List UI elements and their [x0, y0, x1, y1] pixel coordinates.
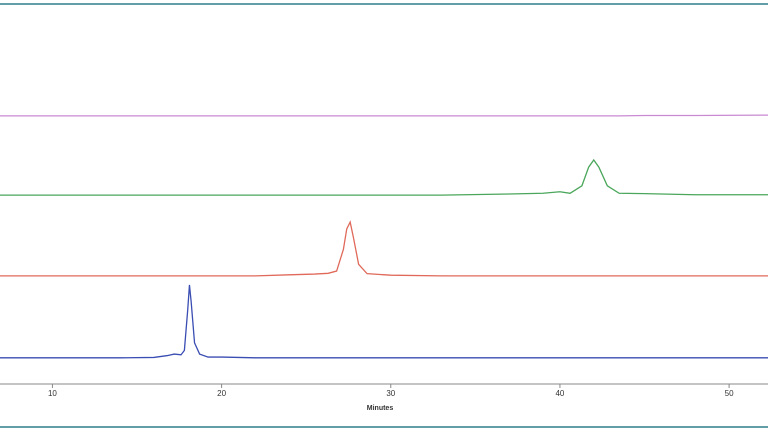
trace-line [0, 158, 768, 196]
x-tick-label: 40 [555, 389, 564, 398]
trace-line [0, 114, 768, 117]
trace-line [0, 284, 768, 359]
x-tick-label: 20 [217, 389, 226, 398]
x-tick-label: 10 [48, 389, 57, 398]
x-axis-label: Minutes [367, 405, 394, 412]
trace-line [0, 220, 768, 277]
x-tick-label: 30 [386, 389, 395, 398]
x-tick-label: 50 [725, 389, 734, 398]
